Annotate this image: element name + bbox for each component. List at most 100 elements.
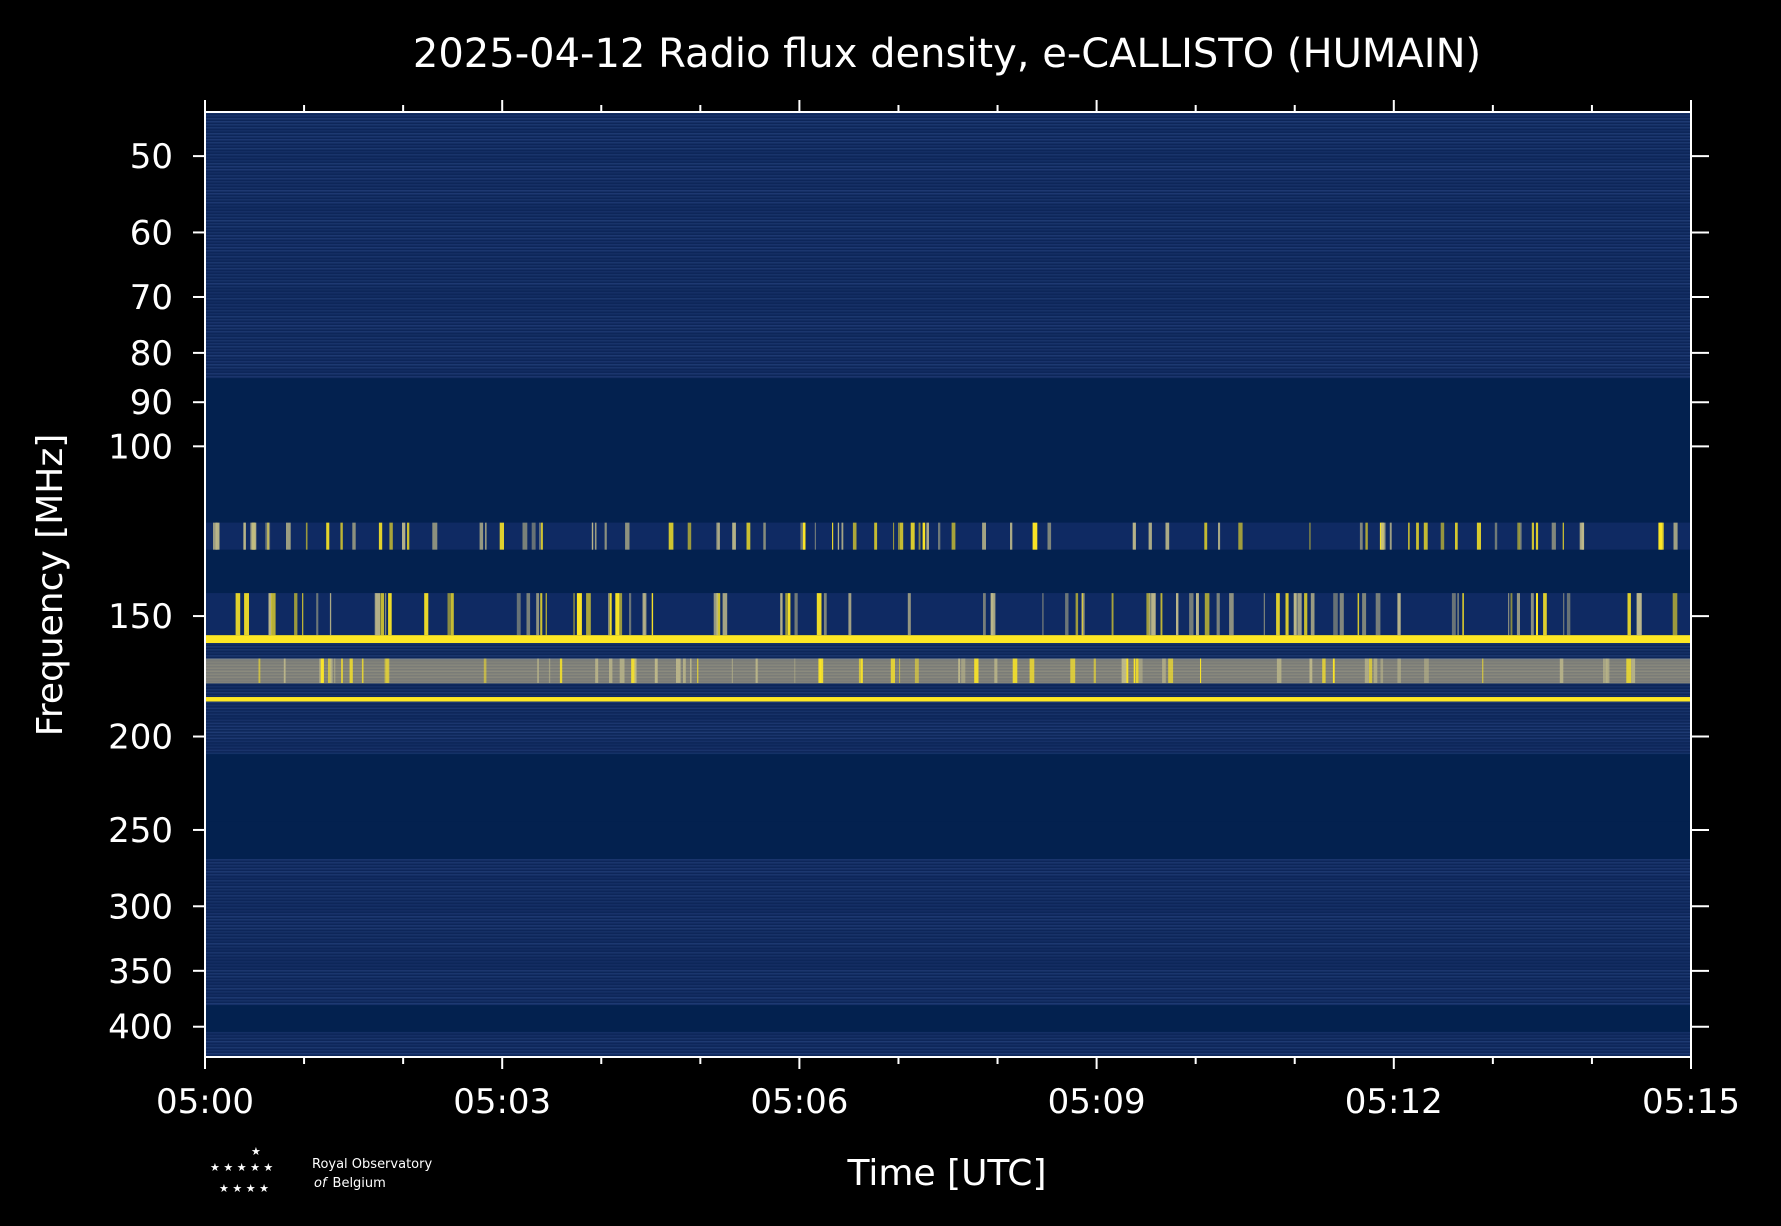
burst-mark <box>389 522 393 550</box>
burst-mark <box>910 522 915 550</box>
burst-mark <box>250 522 252 550</box>
noise-streak <box>205 904 1691 906</box>
noise-streak <box>205 361 1691 363</box>
burst-mark <box>316 593 319 636</box>
noise-streak <box>205 136 1691 138</box>
burst-mark <box>1423 522 1428 550</box>
y-tick-label: 300 <box>108 887 173 927</box>
noise-streak <box>205 373 1691 375</box>
burst-mark <box>697 658 699 683</box>
burst-mark <box>1309 522 1311 550</box>
burst-mark <box>1133 658 1135 683</box>
burst-mark <box>1138 658 1143 683</box>
burst-mark <box>447 593 451 636</box>
noise-streak <box>205 982 1691 984</box>
noise-streak <box>205 283 1691 285</box>
burst-mark <box>800 522 805 550</box>
burst-mark <box>305 522 308 550</box>
burst-mark <box>374 593 377 636</box>
noise-streak <box>205 658 1691 660</box>
burst-mark <box>604 522 607 550</box>
burst-mark <box>1042 593 1044 636</box>
band-184-208 <box>205 701 1691 753</box>
burst-mark <box>1516 593 1520 636</box>
x-tick-label: 05:06 <box>750 1082 848 1122</box>
noise-streak <box>205 352 1691 354</box>
burst-mark <box>1310 593 1315 636</box>
noise-streak <box>205 313 1691 315</box>
burst-mark <box>1148 593 1152 636</box>
burst-mark <box>573 593 575 636</box>
noise-streak <box>205 973 1691 975</box>
noise-streak <box>205 892 1691 894</box>
noise-streak <box>205 265 1691 267</box>
burst-mark <box>265 522 271 550</box>
noise-streak <box>205 874 1691 876</box>
burst-mark <box>424 593 429 636</box>
band-380-405 <box>205 1005 1691 1032</box>
burst-mark <box>1359 522 1363 550</box>
noise-streak <box>205 731 1691 734</box>
band-182-184 <box>205 697 1691 702</box>
burst-mark <box>215 522 220 550</box>
noise-streak <box>205 250 1691 252</box>
x-tick-label: 05:12 <box>1345 1082 1443 1122</box>
burst-mark <box>1165 522 1170 550</box>
noise-streak <box>205 235 1691 237</box>
noise-streak <box>205 232 1691 234</box>
burst-mark <box>1276 593 1280 636</box>
noise-streak <box>205 226 1691 228</box>
burst-mark <box>244 593 249 636</box>
noise-streak <box>205 679 1691 682</box>
burst-mark <box>268 593 272 636</box>
burst-mark <box>1672 593 1678 636</box>
burst-mark <box>479 522 484 550</box>
burst-mark <box>713 593 719 636</box>
noise-streak <box>205 946 1691 948</box>
x-axis-label: Time [UTC] <box>846 1153 1046 1194</box>
noise-streak <box>205 1043 1691 1046</box>
band-176-182 <box>205 682 1691 698</box>
burst-mark <box>1047 522 1052 550</box>
burst-mark <box>676 658 681 683</box>
noise-streak <box>205 901 1691 903</box>
noise-streak <box>205 919 1691 921</box>
band-405-430 <box>205 1031 1691 1057</box>
noise-streak <box>205 259 1691 261</box>
burst-mark <box>1455 522 1458 550</box>
noise-streak <box>205 673 1691 676</box>
noise-streak <box>205 322 1691 324</box>
burst-mark <box>756 658 758 683</box>
noise-streak <box>205 202 1691 204</box>
noise-streak <box>205 646 1691 648</box>
noise-streak <box>205 877 1691 879</box>
burst-mark <box>1093 658 1096 683</box>
noise-streak <box>205 910 1691 912</box>
noise-streak <box>205 682 1691 685</box>
noise-streak <box>205 916 1691 918</box>
noise-streak <box>205 652 1691 654</box>
noise-streak <box>205 1049 1691 1052</box>
noise-streak <box>205 367 1691 369</box>
burst-mark <box>1132 522 1136 550</box>
y-tick-label: 250 <box>108 811 173 851</box>
burst-mark <box>898 522 900 550</box>
burst-mark <box>326 522 330 550</box>
burst-mark <box>785 593 788 636</box>
burst-mark <box>893 522 895 550</box>
burst-mark <box>938 522 941 550</box>
noise-streak <box>205 145 1691 147</box>
noise-streak <box>205 949 1691 951</box>
burst-mark <box>642 593 647 636</box>
burst-mark <box>251 522 257 550</box>
burst-mark <box>1416 522 1419 550</box>
noise-streak <box>205 148 1691 150</box>
burst-mark <box>375 593 380 636</box>
noise-streak <box>205 931 1691 933</box>
burst-mark <box>1530 593 1534 636</box>
burst-mark <box>235 593 241 636</box>
band-166-176 <box>205 658 1691 683</box>
burst-mark <box>861 658 863 683</box>
burst-mark <box>1373 658 1378 683</box>
noise-streak <box>205 205 1691 207</box>
